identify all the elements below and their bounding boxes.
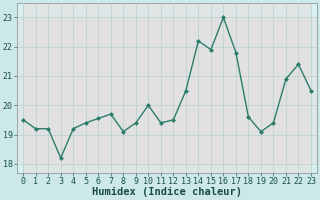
Bar (186, 3, 198, 173)
Bar (73, 3, 86, 173)
Bar (17, 135, 317, 164)
Bar (123, 3, 136, 173)
Bar (23, 3, 36, 173)
Bar (17, 105, 317, 135)
Bar (48, 3, 61, 173)
Bar (36, 3, 48, 173)
Bar (161, 3, 173, 173)
Bar (273, 3, 286, 173)
Bar (17, 47, 317, 76)
Bar (111, 3, 123, 173)
Bar (198, 3, 211, 173)
Bar (148, 3, 161, 173)
Bar (223, 3, 236, 173)
Bar (136, 3, 148, 173)
Bar (98, 3, 111, 173)
Bar (17, 17, 317, 47)
Bar (286, 3, 299, 173)
Bar (299, 3, 311, 173)
Bar (17, 76, 317, 105)
Bar (86, 3, 98, 173)
Bar (211, 3, 223, 173)
Bar (248, 3, 261, 173)
Bar (173, 3, 186, 173)
Bar (61, 3, 73, 173)
Bar (236, 3, 248, 173)
X-axis label: Humidex (Indice chaleur): Humidex (Indice chaleur) (92, 187, 242, 197)
Bar (261, 3, 273, 173)
